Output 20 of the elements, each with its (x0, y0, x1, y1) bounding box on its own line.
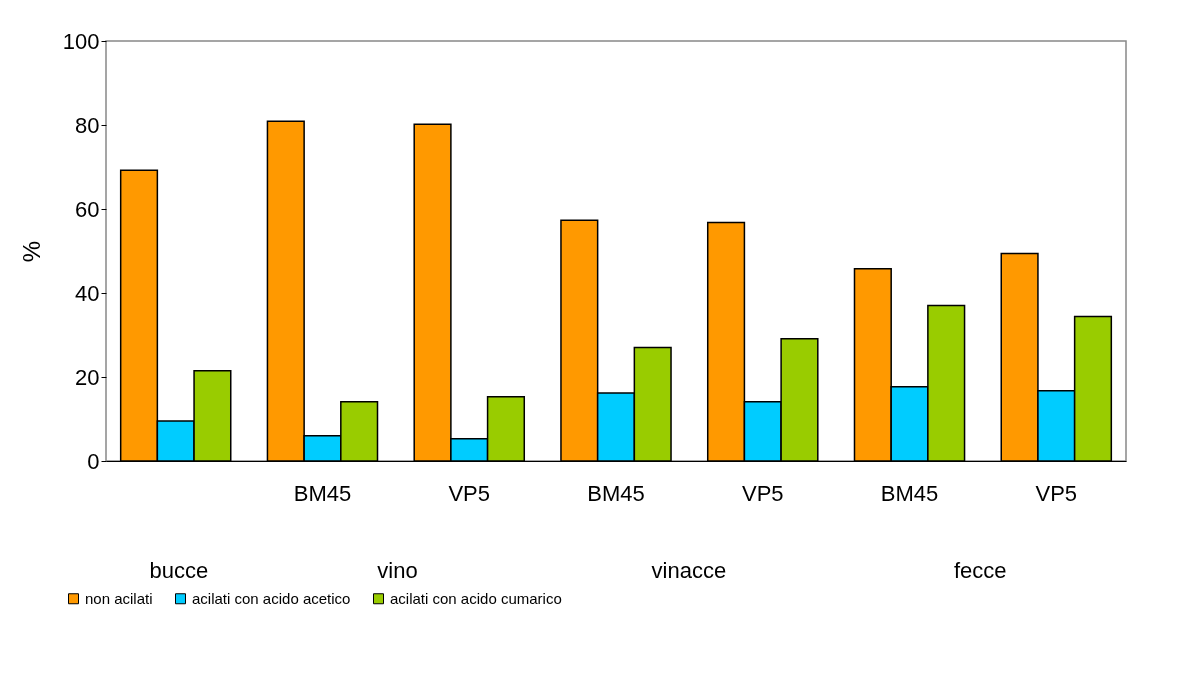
y-tick-label: 60 (75, 196, 100, 222)
text: vinacce (651, 558, 727, 583)
legend-label: acilati con acido cumarico (390, 589, 562, 607)
y-tick-label: 80 (75, 112, 100, 138)
y-tick-label: 100 (62, 28, 100, 54)
text: fecce (953, 558, 1007, 583)
x-tick-label: VP5 (448, 480, 491, 506)
x-tick-label: VP5 (1035, 480, 1078, 506)
y-tick-label: 0 (87, 448, 100, 474)
legend-label: non acilati (85, 589, 153, 607)
x-tick-label: VP5 (741, 480, 784, 506)
text: vino (377, 558, 418, 583)
x-tick-label: BM45 (587, 480, 645, 506)
x-tick-label: BM45 (293, 480, 352, 506)
x-tick-label: BM45 (880, 480, 939, 506)
text: bucce (149, 558, 209, 583)
legend-label: acilati con acido acetico (192, 589, 351, 607)
y-tick-label: 20 (75, 364, 100, 390)
y-axis-title: % (17, 240, 45, 263)
y-tick-label: 40 (75, 280, 100, 306)
